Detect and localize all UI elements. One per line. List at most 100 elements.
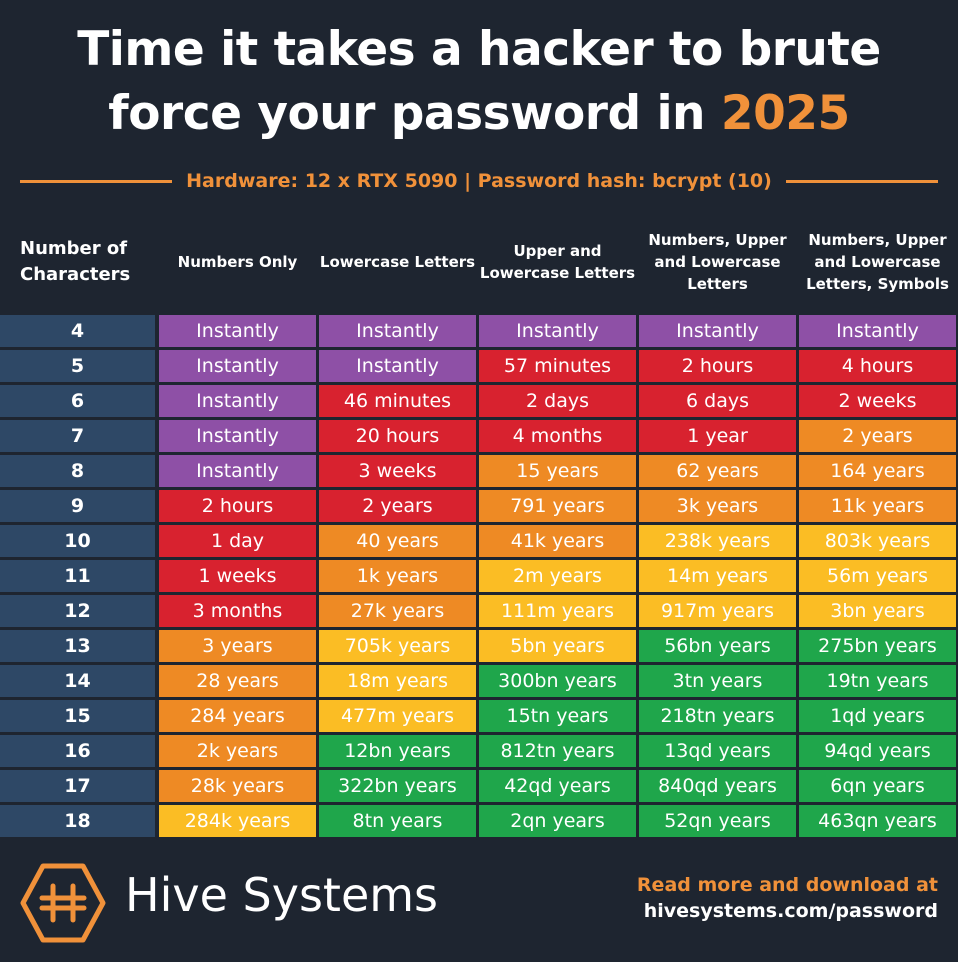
cell: 5bn years: [479, 630, 636, 662]
cell: 2 weeks: [799, 385, 956, 417]
cell: 705k years: [319, 630, 476, 662]
cell: 8tn years: [319, 805, 476, 837]
cell: 12bn years: [319, 735, 476, 767]
cell: 284 years: [159, 700, 316, 732]
cell: 164 years: [799, 455, 956, 487]
note: Read more and download at: [636, 874, 938, 896]
cell: 41k years: [479, 525, 636, 557]
cell: 14m years: [639, 560, 796, 592]
logo: [20, 863, 106, 943]
cell: 3bn years: [799, 595, 956, 627]
column-header: Numbers Only: [177, 253, 298, 271]
cell: 40 years: [319, 525, 476, 557]
cell: 3tn years: [639, 665, 796, 697]
cell: 27k years: [319, 595, 476, 627]
footer-note: Read more and download at hivesystems.co…: [637, 872, 938, 924]
url[interactable]: hivesystems.com/password: [643, 900, 938, 922]
subtitle-row: Hardware: 12 x RTX 5090 | Password hash:…: [20, 166, 938, 196]
row-label: 6: [0, 385, 155, 417]
cell: 2qn years: [479, 805, 636, 837]
cell: 477m years: [319, 700, 476, 732]
cell: 19tn years: [799, 665, 956, 697]
cell: 20 hours: [319, 420, 476, 452]
cell: 1 day: [159, 525, 316, 557]
cell: Instantly: [159, 420, 316, 452]
cell: Instantly: [479, 315, 636, 347]
cell: 3k years: [639, 490, 796, 522]
cell: 2 hours: [159, 490, 316, 522]
cell: 322bn years: [319, 770, 476, 802]
cell: 463qn years: [799, 805, 956, 837]
cell: 840qd years: [639, 770, 796, 802]
cell: 28k years: [159, 770, 316, 802]
cell: 300bn years: [479, 665, 636, 697]
cell: 111m years: [479, 595, 636, 627]
rule: [785, 179, 938, 183]
row-label: 7: [0, 420, 155, 452]
cell: 62 years: [639, 455, 796, 487]
cell: 3 weeks: [319, 455, 476, 487]
row-label: 11: [0, 560, 155, 592]
cell: 4 months: [479, 420, 636, 452]
cell: 15 years: [479, 455, 636, 487]
rule: [20, 179, 173, 183]
cell: 46 minutes: [319, 385, 476, 417]
cell: 917m years: [639, 595, 796, 627]
cell: 1 weeks: [159, 560, 316, 592]
cell: 56bn years: [639, 630, 796, 662]
cell: 13qd years: [639, 735, 796, 767]
title-text: Time it takes a hacker to brute force yo…: [77, 22, 881, 141]
cell: 1 year: [639, 420, 796, 452]
title: Time it takes a hacker to brute force yo…: [40, 18, 918, 146]
cell: 2 years: [799, 420, 956, 452]
cell: 2 days: [479, 385, 636, 417]
row-label: 8: [0, 455, 155, 487]
cell: Instantly: [319, 315, 476, 347]
row-label: 4: [0, 315, 155, 347]
row-label: 5: [0, 350, 155, 382]
cell: 284k years: [159, 805, 316, 837]
cell: 2k years: [159, 735, 316, 767]
cell: Instantly: [159, 315, 316, 347]
column-header: Numbers, Upper and Lowercase Letters, Sy…: [806, 231, 949, 293]
subtitle: Hardware: 12 x RTX 5090 | Password hash:…: [186, 170, 772, 192]
cell: 275bn years: [799, 630, 956, 662]
cell: 812tn years: [479, 735, 636, 767]
cell: Instantly: [159, 455, 316, 487]
cell: 3 months: [159, 595, 316, 627]
cell: 218tn years: [639, 700, 796, 732]
cell: 2 years: [319, 490, 476, 522]
cell: 28 years: [159, 665, 316, 697]
row-label: 15: [0, 700, 155, 732]
row-label: 13: [0, 630, 155, 662]
cell: 18m years: [319, 665, 476, 697]
cell: 2 hours: [639, 350, 796, 382]
row-label: 16: [0, 735, 155, 767]
cell: 2m years: [479, 560, 636, 592]
column-header: Number of Characters: [20, 238, 131, 285]
cell: 11k years: [799, 490, 956, 522]
cell: 6qn years: [799, 770, 956, 802]
cell: 238k years: [639, 525, 796, 557]
cell: Instantly: [799, 315, 956, 347]
cell: 6 days: [639, 385, 796, 417]
row-label: 10: [0, 525, 155, 557]
row-label: 18: [0, 805, 155, 837]
cell: 52qn years: [639, 805, 796, 837]
column-header: Lowercase Letters: [319, 253, 476, 271]
cell: 4 hours: [799, 350, 956, 382]
cell: 1qd years: [799, 700, 956, 732]
cell: 803k years: [799, 525, 956, 557]
column-header: Numbers, Upper and Lowercase Letters: [648, 231, 787, 293]
cell: Instantly: [319, 350, 476, 382]
row-label: 14: [0, 665, 155, 697]
brand: Hive Systems: [125, 868, 439, 922]
cell: Instantly: [159, 350, 316, 382]
cell: Instantly: [159, 385, 316, 417]
row-label: 17: [0, 770, 155, 802]
cell: 3 years: [159, 630, 316, 662]
cell: 57 minutes: [479, 350, 636, 382]
title-highlight: 2025: [720, 86, 850, 141]
cell: 56m years: [799, 560, 956, 592]
